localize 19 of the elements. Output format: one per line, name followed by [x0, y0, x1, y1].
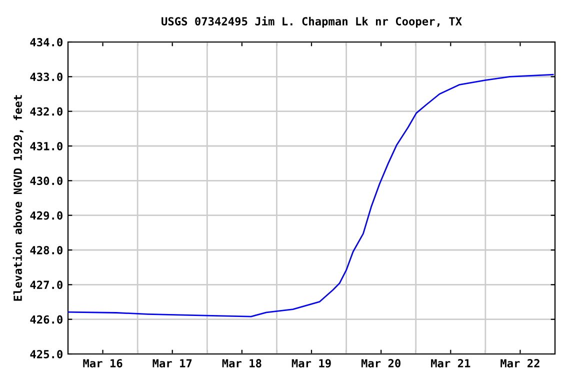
x-tick-label: Mar 16 — [83, 359, 122, 368]
y-tick-label: 428.0 — [30, 246, 62, 254]
x-tick-label: Mar 17 — [152, 359, 192, 368]
y-tick-label: 427.0 — [30, 280, 62, 290]
y-axis-title: Elevation above NGVD 1929, feet — [12, 95, 24, 301]
y-tick-label: 430.0 — [30, 176, 62, 186]
y-tick-label: 433.0 — [30, 72, 62, 82]
x-tick-label: Mar 21 — [431, 359, 470, 368]
y-tick-label: 434.0 — [30, 38, 62, 46]
x-tick-label: Mar 22 — [500, 359, 540, 368]
y-tick-label: 432.0 — [30, 107, 62, 116]
y-tick-label: 425.0 — [30, 350, 62, 358]
x-tick-label: Mar 18 — [222, 359, 262, 368]
x-tick-label: Mar 20 — [361, 359, 400, 368]
y-tick-label: 429.0 — [30, 211, 62, 220]
y-tick-label: 431.0 — [30, 142, 62, 150]
chart-title: USGS 07342495 Jim L. Chapman Lk nr Cooper, TX — [162, 16, 462, 28]
y-tick-label: 426.0 — [30, 315, 62, 324]
x-tick-label: Mar 19 — [292, 359, 331, 368]
